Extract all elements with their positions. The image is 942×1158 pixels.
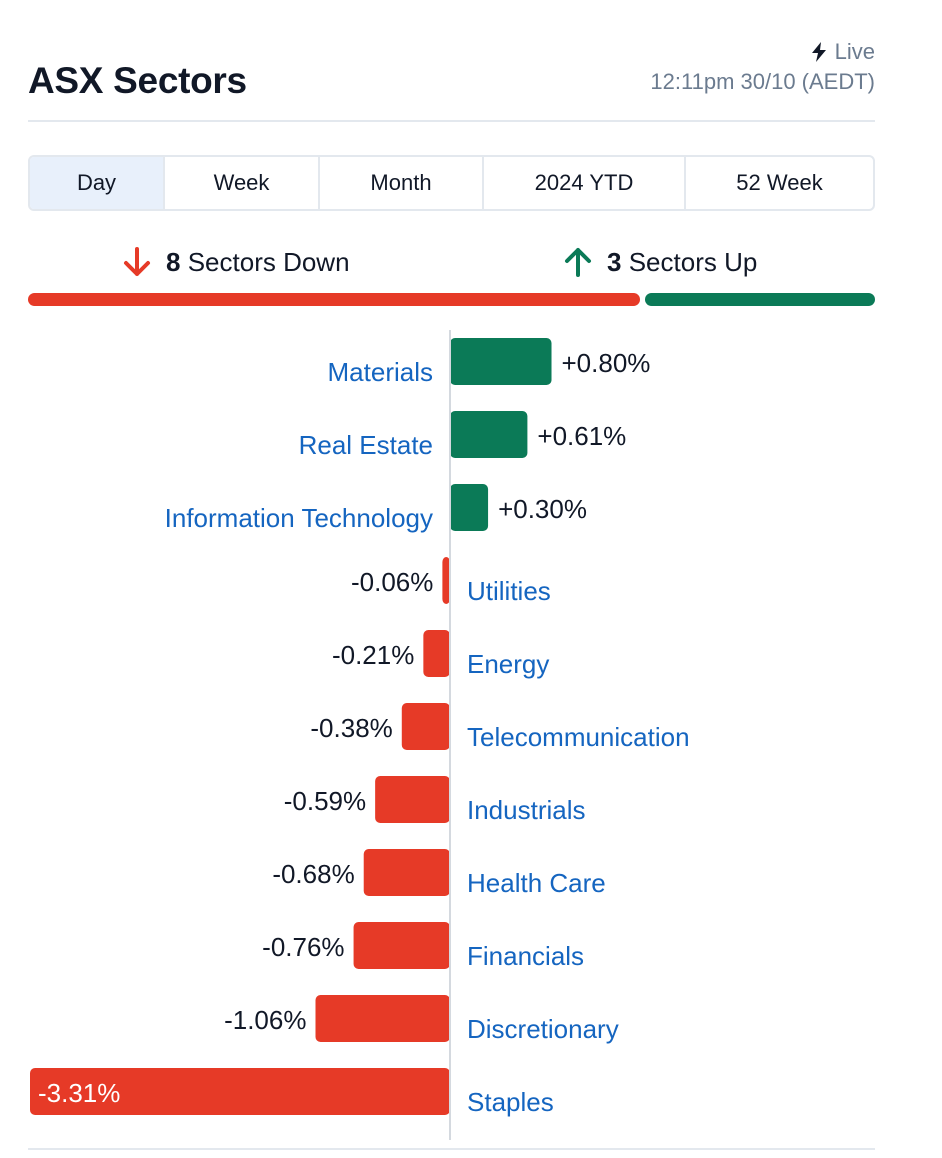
- bar-real-estate: [450, 411, 528, 458]
- bar-discretionary: [315, 995, 450, 1042]
- tab-month[interactable]: Month: [320, 157, 484, 209]
- sectors-down-count: 8: [166, 246, 181, 277]
- timestamp: 12:11pm 30/10 (AEDT): [650, 69, 875, 94]
- value-label-energy: -0.21%: [332, 640, 414, 670]
- header: ASX Sectors Live 12:11pm 30/10 (AEDT): [28, 36, 875, 122]
- tab-52-week[interactable]: 52 Week: [736, 170, 823, 195]
- value-label-health-care: -0.68%: [272, 859, 354, 889]
- value-label-information-technology: +0.30%: [498, 494, 587, 524]
- bar-information-technology: [450, 484, 489, 531]
- sector-link-industrials[interactable]: Industrials: [467, 795, 586, 825]
- live-indicator: Live: [811, 39, 875, 65]
- tab-2024-ytd[interactable]: 2024 YTD: [484, 157, 686, 209]
- bar-materials: [450, 338, 552, 385]
- arrow-down-icon: [124, 247, 150, 276]
- bar-financials: [353, 922, 450, 969]
- value-label-discretionary: -1.06%: [224, 1005, 306, 1035]
- arrow-up-icon: [565, 248, 591, 277]
- sector-bar-chart: Materials +0.80% Real Estate +0.61% Informat…: [30, 330, 690, 1140]
- period-tabs: Day Week Month 2024 YTD 52 Week: [28, 155, 875, 211]
- value-label-utilities: -0.06%: [351, 567, 433, 597]
- bar-telecommunication: [401, 703, 450, 750]
- value-label-telecommunication: -0.38%: [310, 713, 392, 743]
- sector-link-discretionary[interactable]: Discretionary: [467, 1014, 619, 1044]
- bar-energy: [423, 630, 450, 677]
- tab-week[interactable]: Week: [165, 157, 320, 209]
- bar-staples: [30, 1068, 450, 1115]
- footer-divider: [28, 1148, 875, 1150]
- sectors-down-label: Sectors Down: [187, 246, 350, 277]
- sector-link-staples[interactable]: Staples: [467, 1087, 554, 1117]
- breadth-bar: [28, 293, 875, 306]
- sector-link-utilities[interactable]: Utilities: [467, 576, 551, 606]
- sectors-up-label: Sectors Up: [628, 246, 758, 277]
- sector-link-financials[interactable]: Financials: [467, 941, 584, 971]
- sectors-down-summary: 8 Sectors Down: [120, 240, 350, 284]
- breadth-up-segment: [645, 293, 875, 306]
- value-label-materials: +0.80%: [562, 348, 651, 378]
- sectors-up-summary: 3 Sectors Up: [561, 240, 757, 284]
- live-label: Live: [834, 39, 875, 64]
- sector-link-materials[interactable]: Materials: [328, 357, 433, 387]
- tab-day[interactable]: Day: [30, 157, 165, 209]
- lightning-icon: [811, 42, 826, 62]
- sector-link-real-estate[interactable]: Real Estate: [299, 430, 433, 460]
- sector-link-health-care[interactable]: Health Care: [467, 868, 606, 898]
- sector-link-information-technology[interactable]: Information Technology: [165, 503, 433, 533]
- value-label-real-estate: +0.61%: [537, 421, 626, 451]
- bar-utilities: [442, 557, 450, 604]
- sectors-up-count: 3: [607, 246, 622, 277]
- breadth-down-segment: [28, 293, 640, 306]
- value-label-industrials: -0.59%: [284, 786, 366, 816]
- bar-industrials: [375, 776, 450, 823]
- bar-health-care: [363, 849, 450, 896]
- sector-link-energy[interactable]: Energy: [467, 649, 549, 679]
- value-label-financials: -0.76%: [262, 932, 344, 962]
- sector-link-telecommunication[interactable]: Telecommunication: [467, 722, 690, 752]
- page-title: ASX Sectors: [28, 60, 247, 101]
- value-label-staples: -3.31%: [38, 1078, 120, 1108]
